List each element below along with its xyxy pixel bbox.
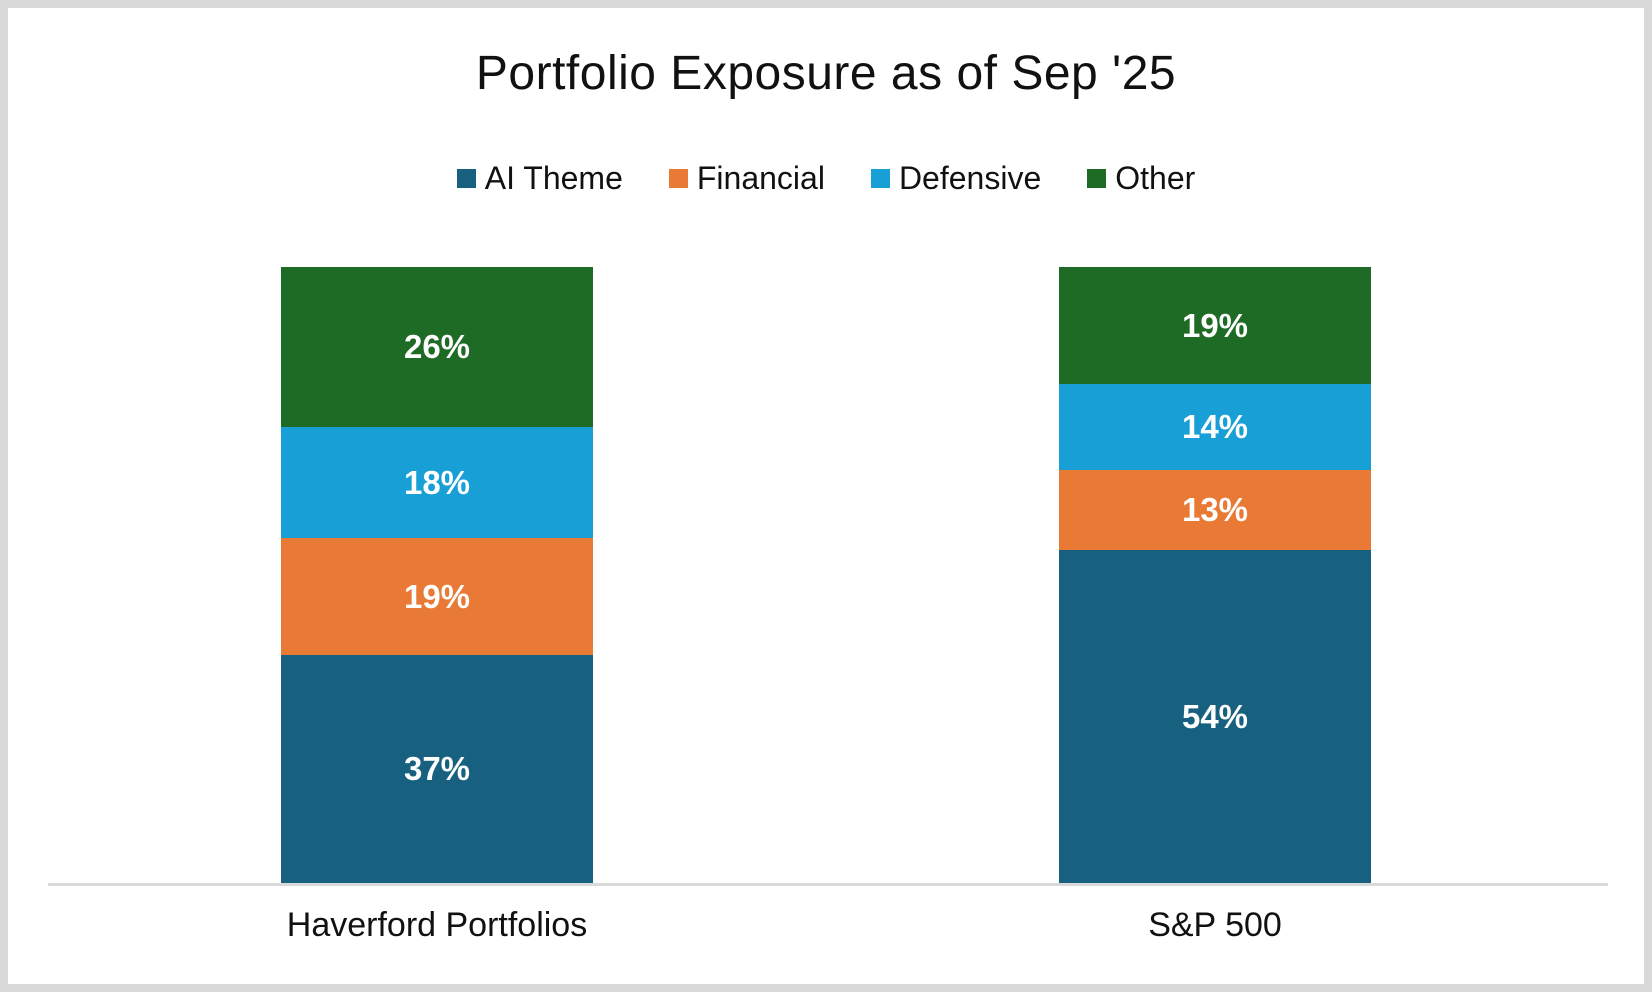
bar-segment-financial-s-p-500: 13% bbox=[1059, 470, 1371, 551]
data-label-ai-theme-s-p-500: 54% bbox=[1181, 697, 1249, 735]
data-label-other-haverford-portfolios: 26% bbox=[403, 328, 471, 366]
legend-swatch-financial bbox=[668, 169, 688, 188]
bar-segment-other-s-p-500: 19% bbox=[1059, 267, 1371, 385]
bar-segment-ai-theme-haverford-portfolios: 37% bbox=[281, 655, 593, 883]
legend-label: Defensive bbox=[898, 160, 1042, 196]
data-label-ai-theme-haverford-portfolios: 37% bbox=[403, 750, 471, 788]
chart-legend: AI Theme Financial Defensive Other bbox=[8, 160, 1644, 197]
legend-item-financial: Financial bbox=[668, 160, 825, 197]
bar-segment-other-haverford-portfolios: 26% bbox=[281, 267, 593, 428]
legend-label: AI Theme bbox=[484, 160, 623, 196]
chart-title: Portfolio Exposure as of Sep '25 bbox=[475, 47, 1177, 100]
legend-item-other: Other bbox=[1087, 160, 1195, 197]
data-label-other-s-p-500: 19% bbox=[1181, 306, 1249, 344]
legend-item-ai-theme: AI Theme bbox=[456, 160, 623, 197]
data-label-defensive-s-p-500: 14% bbox=[1181, 408, 1249, 446]
legend-swatch-other bbox=[1087, 169, 1107, 188]
data-label-financial-haverford-portfolios: 19% bbox=[403, 577, 471, 615]
legend-label: Financial bbox=[696, 160, 825, 196]
bar-segment-ai-theme-s-p-500: 54% bbox=[1059, 550, 1371, 883]
stacked-bar-haverford-portfolios: 37% 19% 18% 26% bbox=[281, 267, 593, 883]
chart-canvas: Portfolio Exposure as of Sep '25 AI Them… bbox=[8, 8, 1644, 984]
data-label-financial-s-p-500: 13% bbox=[1181, 491, 1249, 529]
legend-swatch-defensive bbox=[870, 169, 890, 188]
bar-segment-financial-haverford-portfolios: 19% bbox=[281, 538, 593, 656]
legend-label: Other bbox=[1115, 160, 1196, 196]
x-axis-label-s-p-500: S&P 500 bbox=[1148, 906, 1282, 944]
x-axis-line bbox=[48, 883, 1608, 886]
x-axis-label-haverford-portfolios: Haverford Portfolios bbox=[286, 906, 588, 944]
legend-item-defensive: Defensive bbox=[870, 160, 1042, 197]
plot-area: 37% 19% 18% 26% 54% 13% 14% 19% bbox=[48, 267, 1604, 883]
bar-segment-defensive-s-p-500: 14% bbox=[1059, 384, 1371, 471]
bar-segment-defensive-haverford-portfolios: 18% bbox=[281, 427, 593, 539]
legend-swatch-ai-theme bbox=[456, 169, 476, 188]
data-label-defensive-haverford-portfolios: 18% bbox=[403, 463, 471, 501]
stacked-bar-s-p-500: 54% 13% 14% 19% bbox=[1059, 267, 1371, 883]
x-axis-labels: Haverford Portfolios S&P 500 bbox=[48, 906, 1604, 966]
